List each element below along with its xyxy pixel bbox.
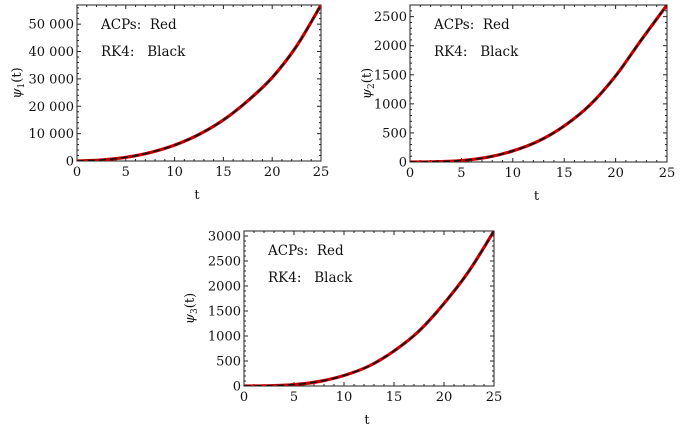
y-tick-label: 0 [66,155,74,170]
annotation-acps: ACPs: Red [267,243,344,259]
y-tick-label: 30 000 [29,72,75,87]
annotation-rk4: RK4: Black [434,44,519,60]
chart-panel-3: 0 5 10 15 20 25 0 500 1000 1500 2000 2500 3000 t ψ3(t)… [183,230,502,429]
y-tick-label: 2500 [208,255,241,270]
y-axis-title-subscript: 1 [17,83,27,89]
x-axis-title: t [194,188,200,203]
x-tick-label: 15 [556,166,573,181]
x-tick-label: 20 [264,165,281,180]
plot-frame [243,230,495,387]
y-ticks [77,7,321,162]
x-axis-title: t [364,413,370,428]
series-line-rk4 [410,5,667,162]
y-tick-label: 50 000 [29,18,75,33]
y-axis-title: ψ3(t) [183,293,200,324]
y-tick-label: 3000 [208,230,241,245]
plot-frame [76,4,322,162]
x-tick-label: 20 [436,390,453,405]
y-tick-label: 0 [233,380,241,395]
y-tick-label: 10 000 [29,127,75,142]
x-tick-label: 15 [215,165,232,180]
x-tick-label: 5 [457,166,465,181]
x-tick-label: 25 [313,165,330,180]
chart-panel-2: 0 5 10 15 20 25 0 500 1000 1500 2000 2500 t ψ2(t) ACPs… [360,4,676,204]
y-axis-title: ψ2(t) [360,68,377,99]
y-tick-label: 20 000 [29,100,75,115]
y-tick-label: 2000 [374,39,407,54]
chart-panel-1: 0 5 10 15 20 25 0 10 000 20 000 30 000 40 000 50 00… [10,4,330,203]
y-tick-label: 1000 [208,330,241,345]
y-axis-title-symbol: ψ [183,313,198,324]
y-tick-label: 2000 [208,280,241,295]
x-axis-title: t [534,189,540,204]
y-tick-label: 500 [216,355,241,370]
x-tick-label: 25 [659,166,676,181]
y-axis-title-symbol: ψ [360,88,375,99]
y-axis-title-arg: (t) [183,293,198,308]
annotation-rk4: RK4: Black [268,270,353,286]
x-tick-label: 10 [336,390,353,405]
y-tick-label: 2500 [374,10,407,25]
x-tick-label: 0 [240,390,248,405]
y-axis-title-subscript: 2 [367,83,377,89]
y-axis-title-symbol: ψ [10,88,25,99]
x-tick-label: 25 [486,390,503,405]
y-axis-title-arg: (t) [10,67,25,82]
x-tick-label: 10 [505,166,522,181]
annotation-acps: ACPs: Red [100,17,177,33]
x-tick-label: 15 [386,390,403,405]
series-line-rk4 [77,5,321,161]
x-ticks [76,5,322,161]
y-axis-title: ψ1(t) [10,67,27,98]
x-tick-label: 0 [73,165,81,180]
y-axis-title-subscript: 3 [190,308,200,314]
x-tick-label: 20 [607,166,624,181]
y-ticks [410,4,667,163]
y-ticks [244,230,494,387]
annotation-rk4: RK4: Black [101,44,186,60]
y-tick-label: 0 [399,156,407,171]
y-tick-label: 500 [382,126,407,141]
plot-frame [409,4,668,163]
x-tick-label: 5 [122,165,130,180]
annotation-acps: ACPs: Red [433,17,510,33]
y-axis-title-arg: (t) [360,68,375,83]
x-tick-label: 10 [166,165,183,180]
y-tick-label: 1500 [208,305,241,320]
y-tick-label: 1000 [374,97,407,112]
series-line-rk4 [244,231,494,386]
y-tick-label: 1500 [374,68,407,83]
y-tick-label: 40 000 [29,45,75,60]
x-tick-label: 5 [290,390,298,405]
x-tick-label: 0 [406,166,414,181]
